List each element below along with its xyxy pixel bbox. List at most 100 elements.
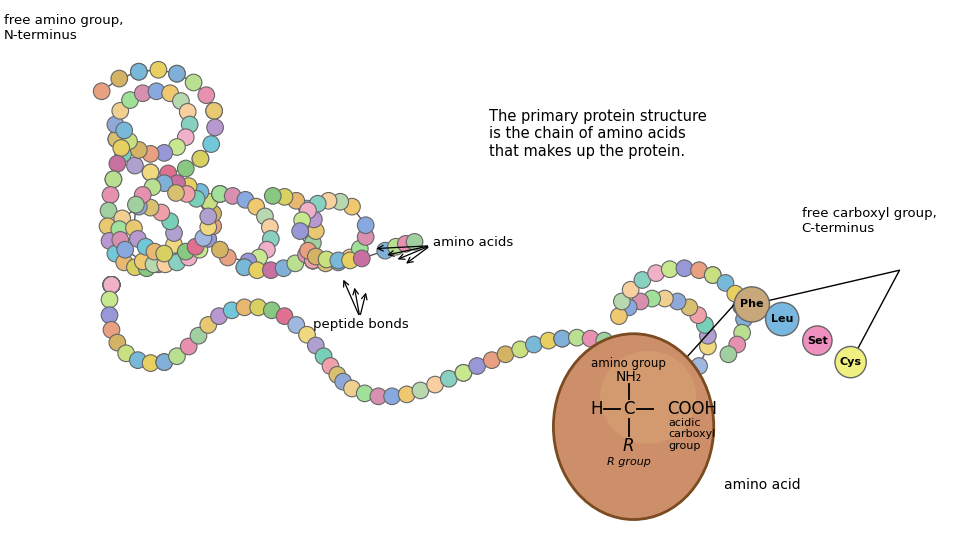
Text: free amino group,
N-terminus: free amino group, N-terminus	[4, 14, 123, 42]
Circle shape	[220, 249, 236, 266]
Circle shape	[305, 234, 321, 251]
Circle shape	[212, 242, 228, 258]
Circle shape	[225, 187, 241, 204]
Text: Set: Set	[807, 335, 828, 345]
Circle shape	[250, 299, 266, 316]
Circle shape	[335, 373, 352, 390]
Circle shape	[120, 133, 138, 150]
Circle shape	[727, 285, 743, 302]
Circle shape	[103, 277, 120, 293]
Circle shape	[116, 122, 132, 139]
Circle shape	[743, 296, 761, 312]
Circle shape	[330, 252, 347, 269]
Circle shape	[300, 202, 316, 219]
Circle shape	[200, 230, 217, 247]
Circle shape	[150, 61, 167, 78]
Circle shape	[103, 277, 120, 293]
Circle shape	[191, 242, 208, 258]
Circle shape	[344, 380, 361, 397]
Circle shape	[103, 277, 120, 293]
Circle shape	[377, 242, 393, 259]
Circle shape	[661, 261, 678, 277]
Circle shape	[648, 265, 664, 281]
Circle shape	[101, 233, 118, 249]
Circle shape	[681, 299, 698, 316]
Circle shape	[177, 160, 194, 177]
Circle shape	[150, 256, 167, 273]
Circle shape	[169, 348, 185, 364]
Circle shape	[352, 240, 368, 257]
Circle shape	[236, 259, 253, 276]
Circle shape	[102, 186, 119, 203]
Circle shape	[700, 338, 716, 355]
Circle shape	[624, 343, 640, 360]
Circle shape	[305, 252, 321, 269]
Circle shape	[264, 187, 281, 204]
Circle shape	[103, 277, 120, 293]
Circle shape	[306, 211, 322, 228]
Circle shape	[277, 308, 293, 324]
Circle shape	[237, 191, 254, 208]
Circle shape	[582, 330, 599, 347]
Circle shape	[288, 193, 305, 209]
Circle shape	[308, 223, 324, 239]
Circle shape	[634, 272, 651, 288]
Circle shape	[341, 252, 359, 269]
Circle shape	[484, 352, 500, 368]
Circle shape	[113, 140, 129, 156]
Circle shape	[733, 298, 749, 315]
Circle shape	[200, 219, 217, 235]
Circle shape	[157, 256, 174, 273]
Circle shape	[145, 179, 161, 195]
Circle shape	[202, 136, 220, 152]
Circle shape	[130, 64, 147, 80]
Circle shape	[705, 267, 721, 283]
Circle shape	[736, 311, 752, 328]
Text: peptide bonds: peptide bonds	[313, 319, 409, 331]
Circle shape	[298, 246, 314, 263]
Circle shape	[249, 262, 265, 278]
Circle shape	[134, 85, 151, 102]
Circle shape	[103, 277, 120, 293]
Circle shape	[169, 65, 185, 82]
Circle shape	[287, 255, 304, 272]
Circle shape	[103, 277, 120, 293]
Circle shape	[292, 223, 308, 239]
Circle shape	[358, 217, 374, 234]
Circle shape	[240, 253, 256, 270]
Circle shape	[613, 293, 630, 310]
Circle shape	[308, 337, 324, 354]
Circle shape	[180, 178, 197, 194]
Circle shape	[100, 202, 117, 219]
Circle shape	[118, 345, 134, 362]
Circle shape	[735, 287, 769, 322]
Circle shape	[103, 277, 120, 293]
Ellipse shape	[553, 334, 713, 519]
Circle shape	[398, 386, 415, 403]
Circle shape	[212, 186, 228, 202]
Circle shape	[322, 358, 338, 374]
Circle shape	[305, 252, 321, 269]
Circle shape	[765, 302, 799, 336]
Text: amino group: amino group	[591, 357, 666, 369]
Circle shape	[672, 364, 689, 381]
Circle shape	[329, 367, 346, 383]
Text: amino acids: amino acids	[433, 237, 514, 249]
Circle shape	[569, 329, 585, 346]
Circle shape	[649, 356, 665, 372]
Circle shape	[192, 151, 209, 167]
Text: C: C	[623, 400, 634, 418]
Circle shape	[185, 74, 201, 91]
Circle shape	[413, 382, 429, 399]
Circle shape	[146, 256, 162, 273]
Circle shape	[384, 388, 400, 405]
Circle shape	[318, 251, 335, 268]
Circle shape	[192, 151, 209, 167]
Circle shape	[261, 219, 279, 235]
Circle shape	[178, 186, 195, 202]
Text: Phe: Phe	[740, 300, 763, 310]
Circle shape	[126, 259, 144, 276]
Ellipse shape	[601, 351, 696, 444]
Circle shape	[320, 193, 336, 209]
Circle shape	[277, 189, 293, 205]
